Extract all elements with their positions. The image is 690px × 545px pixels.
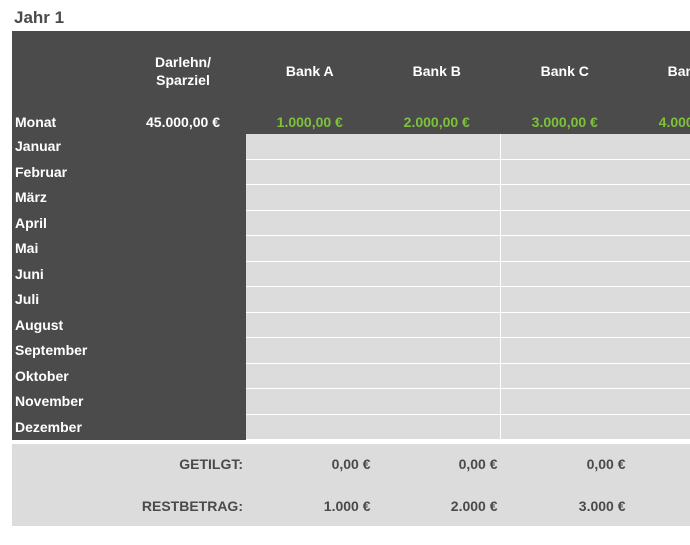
- header-band: [12, 31, 690, 134]
- loan-header: Sparziel: [156, 72, 210, 88]
- cell: [628, 159, 690, 185]
- month-label: Dezember: [15, 418, 82, 435]
- bank-amount: 2.000,00 €: [403, 114, 470, 130]
- cell: [628, 414, 690, 440]
- summary-value: 2.000 €: [450, 498, 498, 514]
- bank-amount: 3.000,00 €: [531, 114, 598, 130]
- cell: [373, 338, 501, 364]
- cell: [246, 236, 374, 262]
- month-label: November: [15, 393, 84, 409]
- cell: [628, 134, 690, 160]
- cell: [373, 414, 501, 440]
- cell: [501, 185, 629, 211]
- cell: [628, 261, 690, 287]
- cell: [373, 185, 501, 211]
- bank-header: Bank B: [412, 63, 461, 79]
- cell: [628, 312, 690, 338]
- bank-amount: 4.000,00 €: [658, 114, 690, 130]
- cell: [628, 210, 690, 236]
- month-label: Juni: [15, 265, 44, 282]
- cell: [246, 363, 374, 389]
- cell: [246, 338, 374, 364]
- month-label: Juli: [15, 291, 40, 307]
- cell: [246, 414, 374, 440]
- cell: [246, 134, 374, 160]
- summary-value: 1.000 €: [323, 498, 371, 514]
- cell: [501, 414, 629, 440]
- month-column: [12, 134, 246, 440]
- cell: [246, 261, 374, 287]
- month-label: Februar: [15, 163, 68, 180]
- cell: [373, 210, 501, 236]
- cell: [501, 389, 629, 415]
- cell: [373, 134, 501, 160]
- cell: [501, 363, 629, 389]
- cell: [246, 185, 374, 211]
- cell: [501, 287, 629, 313]
- cell: [628, 185, 690, 211]
- summary-value: 0,00 €: [586, 456, 626, 472]
- summary-value: 3.000 €: [578, 498, 626, 514]
- month-label: Mai: [15, 240, 39, 256]
- cell: [246, 389, 374, 415]
- cell: [501, 159, 629, 185]
- cell: [501, 312, 629, 338]
- summary-label: RESTBETRAG:: [141, 498, 243, 514]
- summary-band: [12, 444, 690, 526]
- cell: [373, 236, 501, 262]
- month-label: Oktober: [15, 367, 69, 384]
- bank-header: Bank C: [540, 63, 589, 79]
- cell: [628, 338, 690, 364]
- month-label: September: [15, 342, 88, 358]
- cell: [373, 389, 501, 415]
- cell: [246, 312, 374, 338]
- cell: [246, 210, 374, 236]
- cell: [373, 312, 501, 338]
- month-label: März: [15, 189, 47, 205]
- cell: [501, 210, 629, 236]
- cell: [501, 236, 629, 262]
- cell: [246, 159, 374, 185]
- row-label: Monat: [15, 114, 57, 130]
- month-label: Januar: [15, 138, 61, 154]
- cell: [501, 134, 629, 160]
- bank-header: Bank A: [285, 63, 334, 79]
- cell: [501, 338, 629, 364]
- cell: [373, 159, 501, 185]
- year-title: Jahr 1: [14, 8, 65, 27]
- cell: [501, 261, 629, 287]
- bank-amount: 1.000,00 €: [276, 114, 343, 130]
- cell: [628, 363, 690, 389]
- summary-label: GETILGT:: [179, 456, 243, 472]
- month-label: April: [15, 214, 47, 231]
- cell: [628, 287, 690, 313]
- cell: [628, 389, 690, 415]
- cell: [373, 261, 501, 287]
- bank-header: Bank D: [667, 63, 690, 79]
- month-label: August: [15, 316, 64, 333]
- cell: [373, 363, 501, 389]
- summary-value: 0,00 €: [331, 456, 371, 472]
- cell: [246, 287, 374, 313]
- loan-header: Darlehn/: [154, 54, 211, 70]
- summary-value: 0,00 €: [458, 456, 498, 472]
- cell: [373, 287, 501, 313]
- cell: [628, 236, 690, 262]
- loan-amount: 45.000,00 €: [146, 114, 220, 130]
